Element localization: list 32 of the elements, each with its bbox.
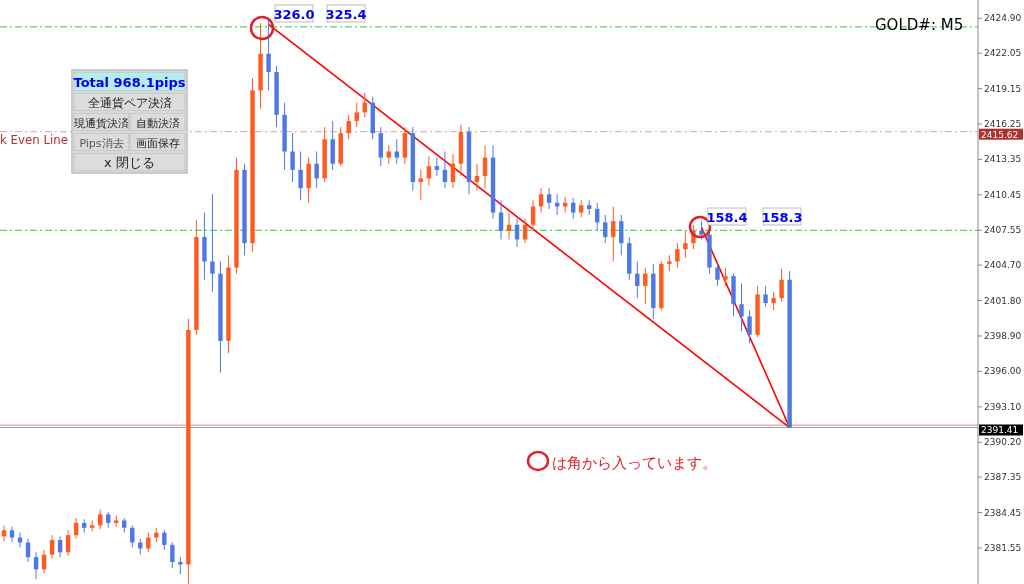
y-tick-label: 2424.90 [984, 13, 1022, 24]
y-tick-label: 2398.90 [984, 330, 1022, 341]
annotation: Pips消去 [79, 137, 124, 150]
y-tick-label: 2410.45 [984, 189, 1022, 200]
y-tick-label: 2416.25 [984, 119, 1022, 130]
y-tick-label: 2381.55 [984, 542, 1022, 553]
text: 2391.41 [981, 425, 1019, 436]
y-tick-label: 2393.10 [984, 401, 1022, 412]
annotation: GOLD#: M5 [875, 16, 964, 34]
text: 2415.62 [981, 129, 1019, 140]
y-tick-label: 2390.20 [984, 437, 1022, 448]
annotation: x 閉じる [104, 155, 155, 170]
y-tick-label: 2422.05 [984, 48, 1022, 59]
ref-line-label: k Even Line [0, 132, 70, 147]
annotation: 158.4 [706, 210, 748, 225]
annotation: 現通貨決済 [74, 117, 129, 130]
y-tick-label: 2387.35 [984, 472, 1022, 483]
y-tick-label: 2407.55 [984, 225, 1022, 236]
annotation: 全通貨ペア決済 [87, 96, 172, 110]
annotation: 自動決済 [135, 117, 180, 130]
y-tick-label: 2419.15 [984, 83, 1022, 94]
annotation: 158.3 [761, 210, 803, 225]
y-tick-label: 2396.00 [984, 366, 1022, 377]
y-tick-label: 2413.35 [984, 154, 1022, 165]
y-tick-label: 2384.45 [984, 507, 1022, 518]
annotation: 326.0 [273, 7, 315, 22]
annotation: 画面保存 [135, 137, 180, 150]
annotation: Total 968.1pips [73, 75, 186, 90]
annotation: 325.4 [325, 7, 367, 22]
y-tick-label: 2404.70 [984, 260, 1022, 271]
y-tick-label: 2401.80 [984, 295, 1022, 306]
annotation: は角から入っています。 [552, 454, 717, 472]
